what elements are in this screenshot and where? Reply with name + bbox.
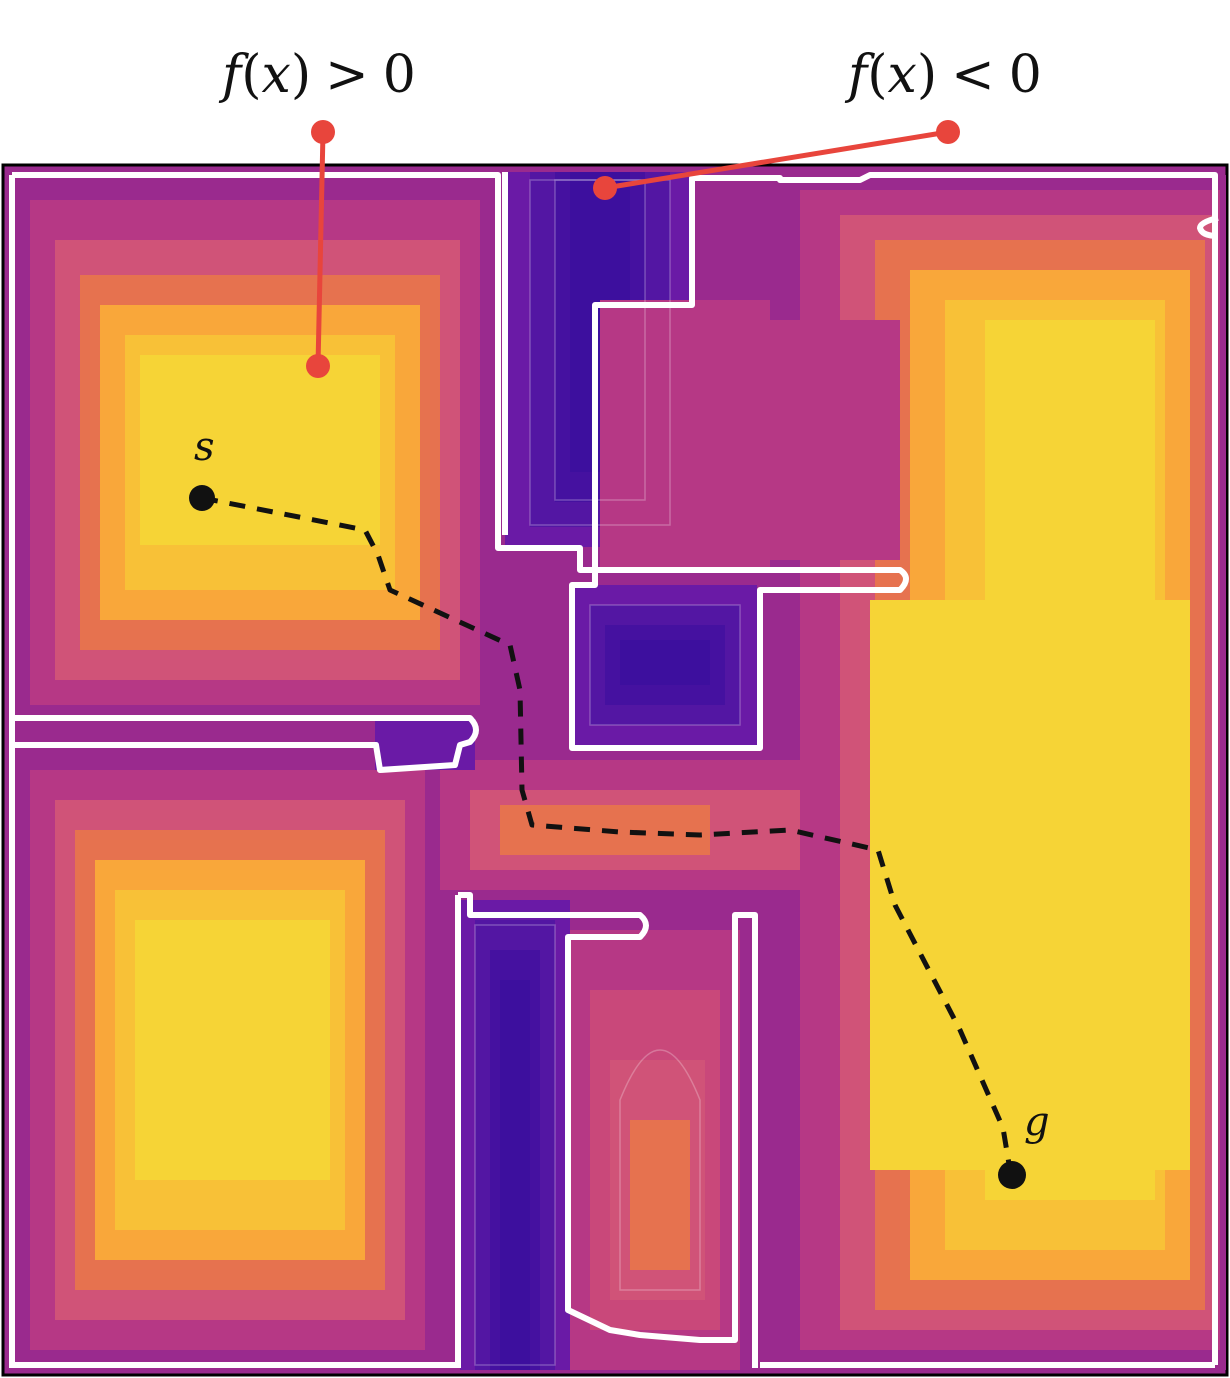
field-obstacle-center-box — [572, 585, 757, 745]
field-room-bottom-middle — [570, 930, 740, 1370]
positive-annotation-pointer — [306, 120, 335, 378]
goal-label: g — [1024, 1099, 1050, 1145]
goal-point — [998, 1161, 1026, 1189]
shortest-path — [201, 495, 1013, 1171]
negative-label-relation: < — [951, 45, 995, 105]
positive-label-zero: 0 — [383, 45, 416, 105]
start-label: s — [194, 424, 215, 470]
field-corridor-center — [440, 760, 830, 890]
negative-label-zero: 0 — [1009, 45, 1042, 105]
field-room-right — [760, 175, 1226, 1370]
positive-label-lparen: ( — [241, 45, 261, 105]
negative-label: f(x) <0 — [844, 45, 1042, 105]
contour-lines — [474, 179, 741, 1366]
positive-label-relation: > — [325, 45, 369, 105]
zero-level-set-boundaries — [9, 172, 1219, 1368]
field-obstacle-top-center — [505, 172, 700, 560]
field-room-bottom-left — [10, 745, 450, 1370]
negative-label-x: x — [888, 45, 917, 105]
field-room-top-left — [10, 170, 500, 725]
positive-label-x: x — [262, 45, 291, 105]
start-point — [189, 485, 215, 511]
field-obstacle-bottom-pillar — [460, 900, 570, 1370]
negative-annotation-pointer — [593, 120, 960, 200]
positive-label: f(x) >0 — [218, 45, 416, 105]
positive-label-rparen: ) — [291, 45, 311, 105]
negative-label-lparen: ( — [867, 45, 887, 105]
negative-label-rparen: ) — [917, 45, 937, 105]
